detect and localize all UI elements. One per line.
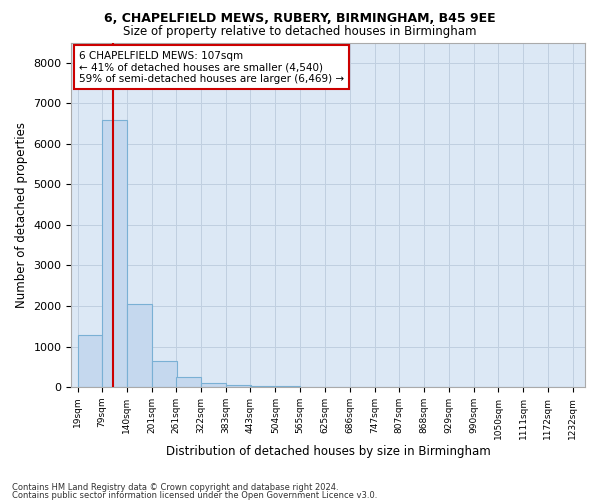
Y-axis label: Number of detached properties: Number of detached properties xyxy=(15,122,28,308)
Bar xyxy=(77,335,103,387)
Bar xyxy=(250,386,275,387)
X-axis label: Distribution of detached houses by size in Birmingham: Distribution of detached houses by size … xyxy=(166,444,491,458)
Text: Contains HM Land Registry data © Crown copyright and database right 2024.: Contains HM Land Registry data © Crown c… xyxy=(12,484,338,492)
Bar xyxy=(127,304,152,387)
Text: Size of property relative to detached houses in Birmingham: Size of property relative to detached ho… xyxy=(123,25,477,38)
Bar xyxy=(176,378,201,387)
Bar xyxy=(226,384,251,387)
Bar xyxy=(275,386,300,387)
Text: 6 CHAPELFIELD MEWS: 107sqm
← 41% of detached houses are smaller (4,540)
59% of s: 6 CHAPELFIELD MEWS: 107sqm ← 41% of deta… xyxy=(79,50,344,84)
Bar xyxy=(152,361,176,387)
Text: 6, CHAPELFIELD MEWS, RUBERY, BIRMINGHAM, B45 9EE: 6, CHAPELFIELD MEWS, RUBERY, BIRMINGHAM,… xyxy=(104,12,496,26)
Text: Contains public sector information licensed under the Open Government Licence v3: Contains public sector information licen… xyxy=(12,491,377,500)
Bar xyxy=(102,120,127,387)
Bar xyxy=(201,382,226,387)
